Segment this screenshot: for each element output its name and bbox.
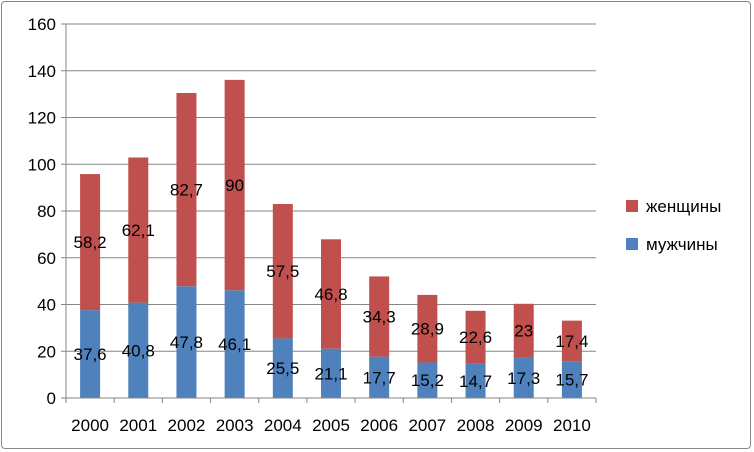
data-label-women: 57,5 xyxy=(266,262,299,281)
x-tick-label: 2001 xyxy=(119,416,157,435)
bar-women xyxy=(80,174,101,311)
legend-label: женщины xyxy=(646,197,721,216)
data-label-women: 46,8 xyxy=(314,285,347,304)
data-label-women: 58,2 xyxy=(74,233,107,252)
x-tick-label: 2003 xyxy=(216,416,254,435)
y-tick-label: 140 xyxy=(28,62,56,81)
legend-swatch xyxy=(626,238,638,250)
y-tick-label: 80 xyxy=(37,202,56,221)
bar-women xyxy=(417,294,438,363)
data-label-women: 62,1 xyxy=(122,221,155,240)
data-label-women: 17,4 xyxy=(555,332,588,351)
bar-men xyxy=(513,357,534,398)
bar-men xyxy=(80,310,101,398)
y-axis-tick-labels: 0 20 40 60 80 100 120 140 160 xyxy=(28,15,56,408)
axes xyxy=(61,23,597,403)
data-label-men: 37,6 xyxy=(74,345,107,364)
bar-men xyxy=(272,338,293,398)
legend: женщины мужчины xyxy=(626,197,721,254)
data-label-men: 21,1 xyxy=(314,364,347,383)
x-tick-label: 2006 xyxy=(360,416,398,435)
bar-women xyxy=(465,310,486,364)
data-labels: 37,6 58,2 40,8 62,1 47,8 82,7 46,1 90 25,5 57,5 21… xyxy=(74,176,589,391)
bars xyxy=(80,79,582,398)
legend-swatch xyxy=(626,200,638,212)
data-label-women: 23 xyxy=(514,322,533,341)
data-label-men: 17,3 xyxy=(507,369,540,388)
data-label-women: 34,3 xyxy=(363,308,396,327)
data-label-men: 17,7 xyxy=(363,368,396,387)
data-label-men: 40,8 xyxy=(122,341,155,360)
legend-label: мужчины xyxy=(646,235,718,254)
data-label-men: 15,2 xyxy=(411,371,444,390)
y-tick-label: 100 xyxy=(28,155,56,174)
data-label-women: 22,6 xyxy=(459,328,492,347)
y-tick-label: 40 xyxy=(37,296,56,315)
bar-women xyxy=(321,239,341,349)
bar-men xyxy=(465,363,486,398)
y-tick-label: 160 xyxy=(28,15,56,34)
data-label-men: 47,8 xyxy=(170,333,203,352)
data-label-men: 46,1 xyxy=(218,335,251,354)
data-label-women: 90 xyxy=(225,176,244,195)
x-tick-label: 2010 xyxy=(553,416,591,435)
x-axis-tick-labels: 2000 2001 2002 2003 2004 2005 2006 2007 2008 2009… xyxy=(71,416,591,435)
data-label-men: 25,5 xyxy=(266,359,299,378)
data-label-women: 28,9 xyxy=(411,320,444,339)
data-label-women: 82,7 xyxy=(170,181,203,200)
x-tick-label: 2004 xyxy=(264,416,302,435)
bar-men xyxy=(417,362,438,398)
data-label-men: 15,7 xyxy=(555,371,588,390)
bar-men xyxy=(128,302,149,398)
x-tick-label: 2005 xyxy=(312,416,350,435)
x-tick-label: 2002 xyxy=(168,416,206,435)
bar-women xyxy=(369,276,390,357)
grid-lines xyxy=(66,23,596,352)
bar-women xyxy=(272,203,293,339)
bar-women xyxy=(513,303,534,358)
x-tick-label: 2009 xyxy=(505,416,543,435)
x-tick-label: 2008 xyxy=(457,416,495,435)
x-tick-label: 2007 xyxy=(408,416,446,435)
y-tick-label: 0 xyxy=(47,389,56,408)
bar-men xyxy=(176,286,197,398)
bar-men xyxy=(561,361,582,398)
y-tick-label: 120 xyxy=(28,109,56,128)
data-label-men: 14,7 xyxy=(459,372,492,391)
y-tick-label: 20 xyxy=(37,342,56,361)
y-tick-label: 60 xyxy=(37,249,56,268)
bar-women xyxy=(128,157,149,303)
bar-men xyxy=(224,290,245,398)
bar-women xyxy=(561,320,582,362)
bar-men xyxy=(321,348,341,398)
bar-women xyxy=(224,79,245,291)
bar-women xyxy=(176,92,197,287)
x-tick-label: 2000 xyxy=(71,416,109,435)
bar-men xyxy=(369,356,390,398)
